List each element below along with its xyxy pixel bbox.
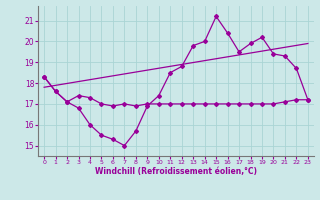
X-axis label: Windchill (Refroidissement éolien,°C): Windchill (Refroidissement éolien,°C): [95, 167, 257, 176]
